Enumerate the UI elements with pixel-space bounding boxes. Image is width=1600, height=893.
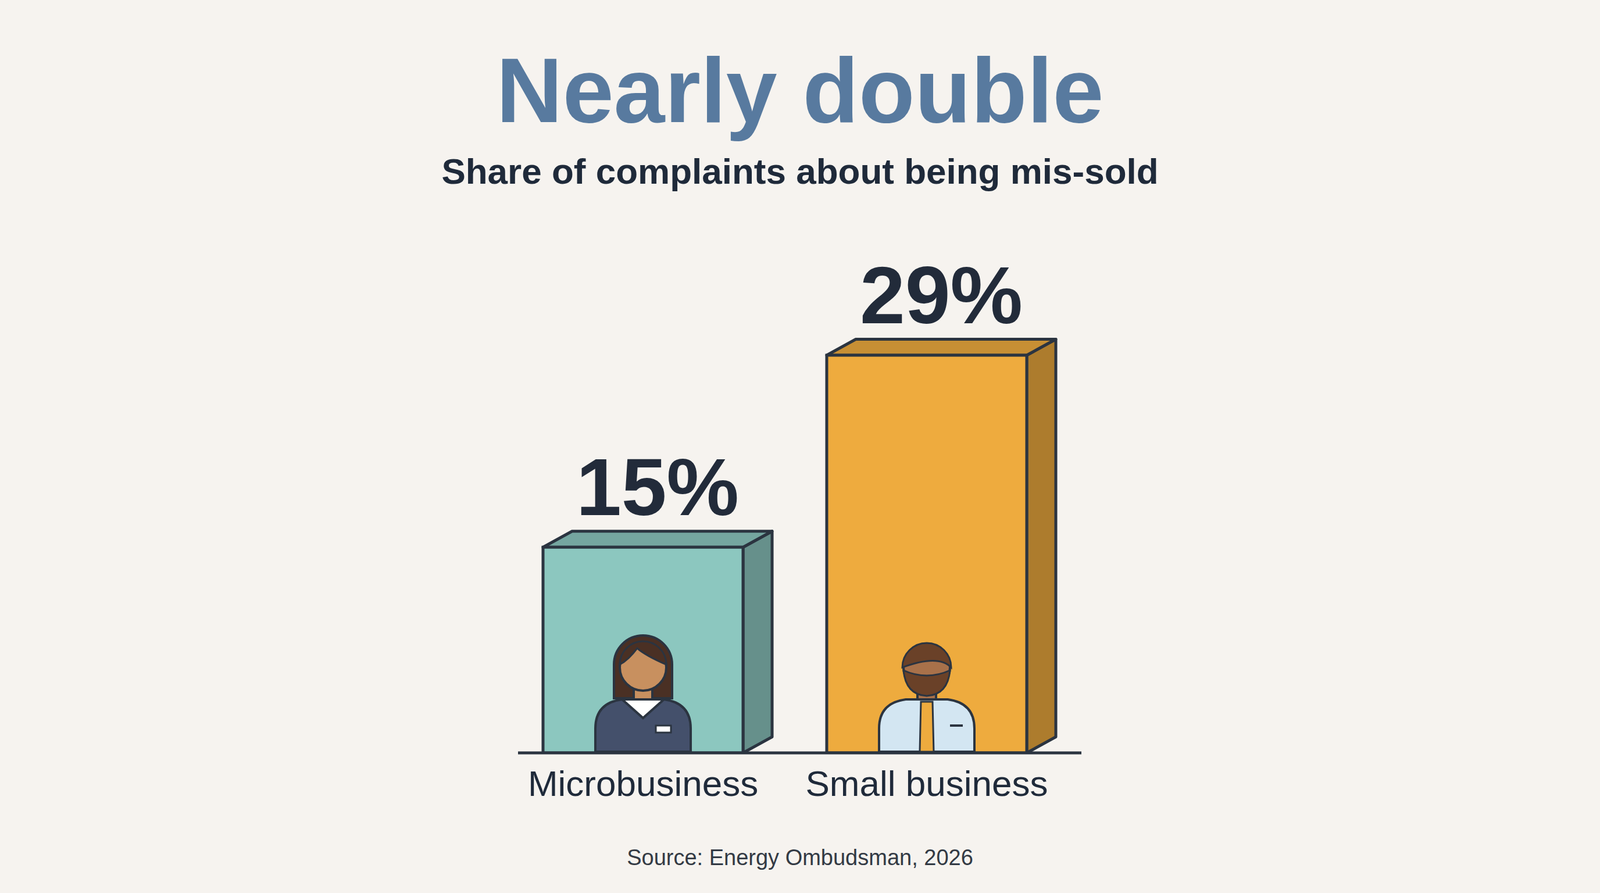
data-label: 29% [859,249,1023,341]
bar-top [543,531,773,548]
subtitle: Share of complaints about being mis-sold [441,151,1159,192]
bar-group [543,531,773,753]
x-tick-label: Microbusiness [527,763,759,804]
icon-body [879,699,975,752]
icon-tie [919,701,934,752]
background [0,0,1600,893]
data-label: 15% [576,441,739,533]
bar [826,355,1027,753]
x-tick: Microbusiness [527,763,759,804]
icon-body [595,699,691,752]
bar [543,547,744,753]
icon-hair [902,643,952,668]
bar-top [826,339,1056,356]
source: Source: Energy Ombudsman, 2026 [626,845,974,870]
plot-area [543,339,1056,754]
icons [595,635,975,752]
icon-man [879,643,975,752]
icon-beard [903,670,950,696]
x-tick-label: Small business [805,763,1049,804]
baseline [518,751,1082,755]
icon-pocket [950,724,963,727]
bar-side [743,531,773,753]
bar-group [826,339,1056,754]
chart: Nearly double Share of complaints about b… [0,0,1600,893]
title: Nearly double [496,38,1105,142]
icon-woman [595,635,691,752]
x-axis: Microbusiness Small business [527,763,1049,804]
bar-side [1026,339,1056,754]
icon-collar [622,699,664,719]
icon-hair [613,635,673,699]
x-tick: Small business [805,763,1049,804]
icon-fringe [619,641,667,665]
icon-badge [655,725,671,733]
